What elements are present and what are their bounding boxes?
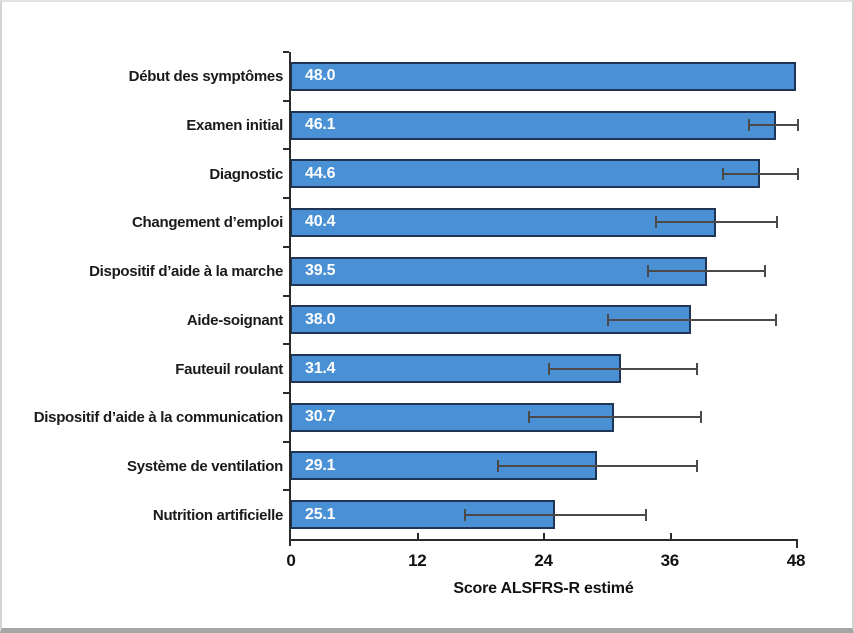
category-label: Changement d’emploi (132, 214, 283, 232)
error-bar-line (464, 513, 646, 516)
bar: 46.1 (290, 110, 776, 140)
category-label: Début des symptômes (128, 68, 284, 86)
category-label: Dispositif d’aide à la marche (89, 263, 283, 281)
x-tick-label: 36 (660, 551, 680, 570)
x-axis-tick (669, 533, 672, 539)
x-tick-label: 24 (534, 551, 553, 570)
bar: 48.0 (290, 61, 796, 91)
error-bar-cap (774, 313, 777, 326)
error-bar-cap (700, 411, 703, 424)
error-bar-cap (527, 411, 530, 424)
bar-value-label: 39.5 (305, 262, 336, 280)
y-axis-tick (283, 51, 289, 53)
bar-value-label: 29.1 (305, 456, 336, 474)
x-axis-end-tick (795, 541, 798, 548)
bar-value-label: 38.0 (305, 310, 336, 328)
y-axis-tick (283, 99, 289, 102)
error-bar-cap (655, 216, 658, 229)
category-label: Nutrition artificielle (152, 506, 283, 524)
error-bar-line (647, 270, 766, 273)
error-bar-line (723, 172, 799, 175)
y-axis-tick (283, 440, 289, 443)
x-axis-title: Score ALSFRS-R estimé (453, 580, 634, 597)
error-bar-line (498, 464, 698, 467)
category-label: Fauteuil roulant (175, 360, 283, 378)
error-bar-cap (696, 459, 699, 472)
error-bar-cap (776, 216, 779, 229)
bar-value-label: 48.0 (305, 67, 336, 85)
x-tick-label: 12 (408, 551, 427, 570)
error-bar-cap (722, 167, 725, 180)
bar-value-label: 46.1 (305, 116, 336, 134)
category-label: Dispositif d’aide à la communication (33, 409, 284, 427)
category-label: Aide-soignant (186, 311, 283, 329)
y-axis-tick (283, 148, 289, 151)
x-axis-tick (417, 533, 420, 539)
category-label: Examen initial (186, 117, 283, 135)
y-axis-tick (283, 197, 289, 200)
error-bar-line (528, 416, 702, 419)
error-bar-cap (797, 167, 800, 180)
error-bar-cap (644, 508, 647, 521)
error-bar-cap (547, 362, 550, 375)
bar-value-label: 31.4 (305, 359, 336, 377)
error-bar-line (548, 367, 698, 370)
error-bar-cap (764, 265, 767, 278)
error-bar-line (607, 318, 776, 321)
y-axis-tick (283, 489, 289, 492)
error-bar-cap (646, 265, 649, 278)
y-axis-tick (283, 391, 289, 394)
x-tick-label: 48 (786, 551, 806, 570)
error-bar-line (656, 221, 777, 224)
y-axis-tick (283, 343, 289, 346)
bar-value-label: 30.7 (305, 408, 336, 426)
bar-value-label: 25.1 (305, 505, 336, 523)
error-bar-cap (696, 362, 699, 375)
category-label: Système de ventilation (127, 457, 283, 475)
bar-value-label: 44.6 (305, 164, 336, 182)
error-bar-cap (463, 508, 466, 521)
x-axis-line (289, 539, 798, 541)
y-axis-tick (283, 294, 289, 297)
bar: 44.6 (290, 159, 761, 189)
y-axis-line (289, 52, 291, 546)
x-tick-label: 0 (286, 551, 296, 570)
error-bar-cap (797, 119, 800, 132)
error-bar-cap (747, 119, 750, 132)
error-bar-line (748, 124, 799, 127)
error-bar-cap (606, 313, 609, 326)
category-label: Diagnostic (209, 165, 283, 183)
bar: 39.5 (290, 256, 707, 286)
error-bar-cap (497, 459, 500, 472)
bar: 40.4 (290, 207, 716, 237)
y-axis-tick (283, 245, 289, 248)
bar-value-label: 40.4 (305, 213, 336, 231)
x-axis-tick (543, 533, 546, 539)
